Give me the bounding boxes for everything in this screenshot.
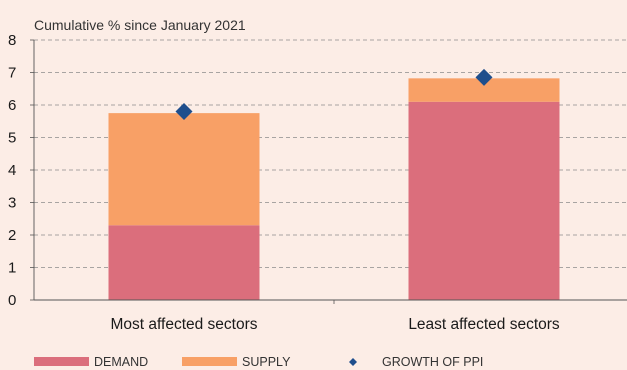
legend-swatch-supply bbox=[182, 357, 237, 366]
bar-supply-most-affected bbox=[108, 113, 260, 226]
y-tick-label: 7 bbox=[8, 65, 16, 82]
y-tick-label: 0 bbox=[8, 292, 16, 309]
bar-supply-least-affected bbox=[408, 78, 560, 102]
category-label: Least affected sectors bbox=[408, 316, 560, 333]
ppi-diamond-marker bbox=[475, 68, 493, 86]
y-tick-label: 2 bbox=[8, 227, 16, 244]
ppi-diamond-marker bbox=[175, 103, 193, 120]
bar-demand-most-affected bbox=[108, 225, 260, 300]
y-tick-label: 5 bbox=[8, 130, 16, 147]
legend-label: SUPPLY bbox=[242, 355, 291, 369]
y-tick-label: 4 bbox=[8, 162, 16, 179]
y-tick-label: 1 bbox=[8, 260, 16, 277]
ppi-markers bbox=[175, 68, 493, 120]
y-axis-unit-label: Cumulative % since January 2021 bbox=[34, 17, 246, 33]
y-tick-label: 6 bbox=[8, 97, 16, 114]
y-tick-label: 8 bbox=[8, 32, 16, 49]
legend-label: DEMAND bbox=[94, 355, 148, 369]
bars bbox=[108, 78, 560, 300]
bar-demand-least-affected bbox=[408, 101, 560, 300]
y-tick-labels: 0 1 2 3 4 5 6 7 8 bbox=[8, 32, 16, 309]
axes bbox=[30, 39, 627, 304]
legend-label: GROWTH OF PPI bbox=[382, 355, 483, 369]
y-tick-label: 3 bbox=[8, 195, 16, 212]
legend-diamond-icon bbox=[349, 358, 357, 366]
legend-swatch-demand bbox=[34, 357, 89, 366]
legend: DEMAND SUPPLY GROWTH OF PPI bbox=[34, 355, 483, 369]
category-label: Most affected sectors bbox=[110, 316, 257, 333]
category-labels: Most affected sectors Least affected sect… bbox=[110, 316, 559, 333]
